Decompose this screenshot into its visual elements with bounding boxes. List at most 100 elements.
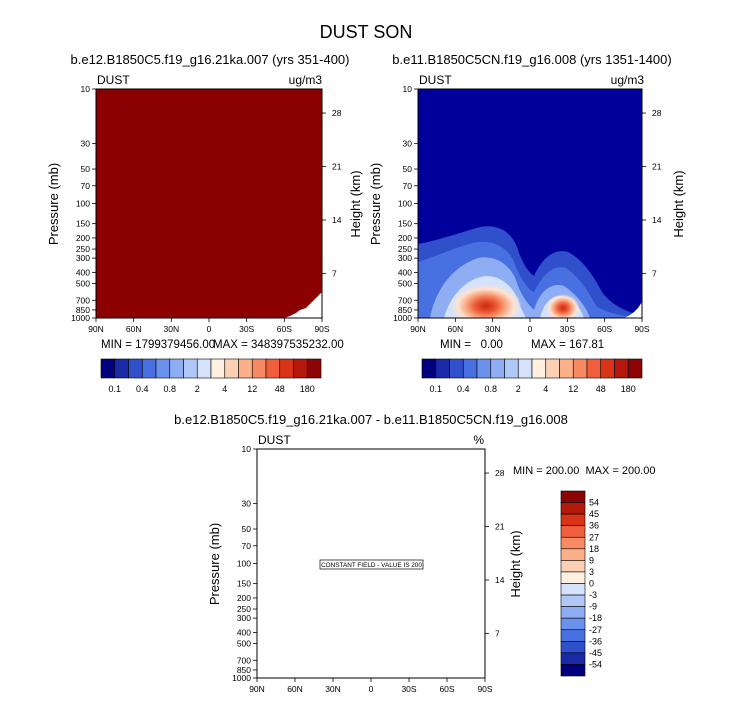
y-tick-label: 250 bbox=[398, 244, 412, 254]
colorbar-swatch bbox=[559, 358, 574, 379]
colorbar-swatch bbox=[560, 548, 586, 561]
y-tick-label: 70 bbox=[81, 181, 91, 191]
colorbar-swatch bbox=[462, 358, 478, 379]
colorbar-swatch bbox=[545, 358, 560, 379]
y-tick-label: 100 bbox=[398, 199, 412, 209]
y-tick-label: 10 bbox=[81, 84, 91, 94]
panel-c-ylabel: Pressure (mb) bbox=[207, 523, 222, 605]
panel-c-y2-axis: 28 21 14 7 bbox=[485, 468, 505, 638]
colorbar-label: -18 bbox=[589, 613, 602, 623]
panel-c-units: % bbox=[473, 433, 484, 447]
y-tick-label: 500 bbox=[398, 279, 412, 289]
y-tick-label: 30 bbox=[81, 139, 91, 149]
colorbar-label: 12 bbox=[247, 384, 257, 394]
colorbar-label: 36 bbox=[589, 521, 599, 531]
colorbar-swatch bbox=[504, 358, 519, 379]
colorbar-label: 4 bbox=[543, 384, 548, 394]
panel-b-y2-axis: 28 21 14 7 bbox=[642, 108, 662, 278]
colorbar-swatch bbox=[560, 652, 586, 665]
colorbar-panel-a: 0.1 0.4 0.8 2 4 12 48 180 bbox=[100, 358, 322, 394]
y-tick-label: 1000 bbox=[393, 313, 412, 323]
y-tick-label: 100 bbox=[237, 559, 251, 569]
colorbar-swatch bbox=[155, 358, 171, 379]
colorbar-swatch bbox=[476, 358, 492, 379]
x-tick-label: 90N bbox=[249, 684, 265, 694]
panel-c-x-axis: 90N 60N 30N 0 30S 60S 90S bbox=[249, 678, 493, 694]
y-tick-label: 250 bbox=[237, 604, 251, 614]
panel-a-x-axis: 90N 60N 30N 0 30S 60S 90S bbox=[88, 318, 330, 334]
colorbar-swatch bbox=[560, 583, 586, 596]
colorbar-swatch bbox=[490, 358, 505, 379]
y-tick-label: 700 bbox=[398, 295, 412, 305]
x-tick-label: 60N bbox=[448, 324, 464, 334]
y2-tick-label: 28 bbox=[332, 108, 342, 118]
panel-a-ylabel-right: Height (km) bbox=[348, 170, 363, 237]
x-tick-label: 90N bbox=[410, 324, 426, 334]
panel-c-ylabel-right: Height (km) bbox=[508, 530, 523, 597]
colorbar-swatch bbox=[560, 641, 586, 654]
colorbar-swatch bbox=[572, 358, 588, 379]
colorbar-swatch bbox=[183, 358, 198, 379]
panel-c: b.e12.B1850C5.f19_g16.21ka.007 - b.e11.B… bbox=[174, 412, 655, 694]
panel-c-note-box bbox=[319, 559, 424, 570]
colorbar-label: 0.1 bbox=[429, 384, 442, 394]
colorbar-panel-b: 0.1 0.4 0.8 2 4 12 48 180 bbox=[421, 358, 643, 394]
x-tick-label: 90S bbox=[314, 324, 329, 334]
colorbar-swatch bbox=[517, 358, 533, 379]
y2-tick-label: 14 bbox=[652, 215, 662, 225]
panel-b-units: ug/m3 bbox=[611, 73, 645, 87]
x-tick-label: 60S bbox=[439, 684, 454, 694]
y-tick-label: 70 bbox=[403, 181, 413, 191]
y2-tick-label: 7 bbox=[495, 628, 500, 638]
y2-tick-label: 21 bbox=[332, 161, 342, 171]
colorbar-label: -54 bbox=[589, 659, 602, 669]
panel-c-title: b.e12.B1850C5.f19_g16.21ka.007 - b.e11.B… bbox=[174, 412, 568, 427]
colorbar-label: 0.8 bbox=[484, 384, 497, 394]
y2-tick-label: 21 bbox=[652, 161, 662, 171]
panel-b-x-axis: 90N 60N 30N 0 30S 60S 90S bbox=[410, 318, 650, 334]
x-tick-label: 0 bbox=[528, 324, 533, 334]
panel-b: b.e11.B1850C5CN.f19_g16.008 (yrs 1351-14… bbox=[368, 52, 686, 351]
panel-a-title: b.e12.B1850C5.f19_g16.21ka.007 (yrs 351-… bbox=[71, 52, 350, 67]
x-tick-label: 30S bbox=[401, 684, 416, 694]
colorbar-swatch bbox=[293, 358, 308, 379]
colorbar-swatch bbox=[560, 560, 586, 573]
y-tick-label: 200 bbox=[398, 233, 412, 243]
colorbar-label: 27 bbox=[589, 532, 599, 542]
y2-tick-label: 7 bbox=[652, 268, 657, 278]
y-tick-label: 850 bbox=[76, 305, 90, 315]
panel-a-field bbox=[96, 89, 322, 318]
colorbar-label: 0.8 bbox=[163, 384, 176, 394]
colorbar-swatch bbox=[614, 358, 629, 379]
panel-b-title: b.e11.B1850C5CN.f19_g16.008 (yrs 1351-14… bbox=[392, 52, 671, 67]
colorbar-swatch bbox=[560, 629, 586, 642]
x-tick-label: 30S bbox=[560, 324, 575, 334]
colorbar-swatch bbox=[600, 358, 615, 379]
x-tick-label: 30N bbox=[485, 324, 501, 334]
colorbar-swatch bbox=[196, 358, 212, 379]
y-tick-label: 150 bbox=[398, 219, 412, 229]
panel-a-min: MIN = 1799379456.00 bbox=[101, 339, 215, 351]
x-tick-label: 60N bbox=[126, 324, 142, 334]
colorbar-swatch bbox=[560, 594, 586, 607]
x-tick-label: 30S bbox=[239, 324, 254, 334]
x-tick-label: 60S bbox=[277, 324, 292, 334]
y-tick-label: 50 bbox=[242, 524, 252, 534]
colorbar-swatch bbox=[251, 358, 267, 379]
y-tick-label: 70 bbox=[242, 541, 252, 551]
colorbar-label: -27 bbox=[589, 625, 602, 635]
colorbar-swatch bbox=[265, 358, 281, 379]
y-tick-label: 250 bbox=[76, 244, 90, 254]
colorbar-label: -3 bbox=[589, 590, 597, 600]
colorbar-label: 3 bbox=[589, 567, 594, 577]
panel-a-topography bbox=[284, 292, 322, 318]
x-tick-label: 90N bbox=[88, 324, 104, 334]
y-tick-label: 1000 bbox=[232, 673, 251, 683]
y2-tick-label: 7 bbox=[332, 268, 337, 278]
colorbar-label: 0 bbox=[589, 579, 594, 589]
panel-b-topography bbox=[624, 302, 642, 318]
